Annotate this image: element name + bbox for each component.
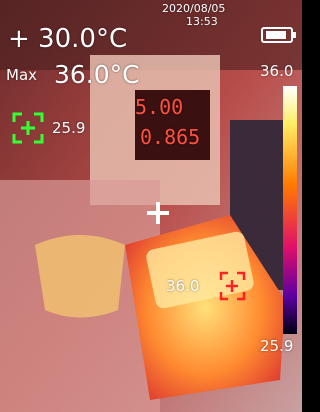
max-marker-value: 36.0 [166,277,199,295]
center-temperature: + 30.0°C [8,24,127,54]
max-label: Max [6,66,37,84]
scale-top: 36.0 [260,62,293,80]
date: 2020/08/05 [162,2,225,15]
scale-bottom: 25.9 [260,337,293,355]
min-marker-value: 25.9 [52,119,85,137]
max-value: 36.0°C [54,60,140,89]
thermal-screen: 5.00 0.865 + 30.0°C 2020/08/05 13:53 Max… [0,0,302,412]
scene-display: 0.865 [140,125,200,149]
time: 13:53 [186,15,218,28]
thermal-image [0,0,302,412]
scene-display: 5.00 [135,95,183,119]
